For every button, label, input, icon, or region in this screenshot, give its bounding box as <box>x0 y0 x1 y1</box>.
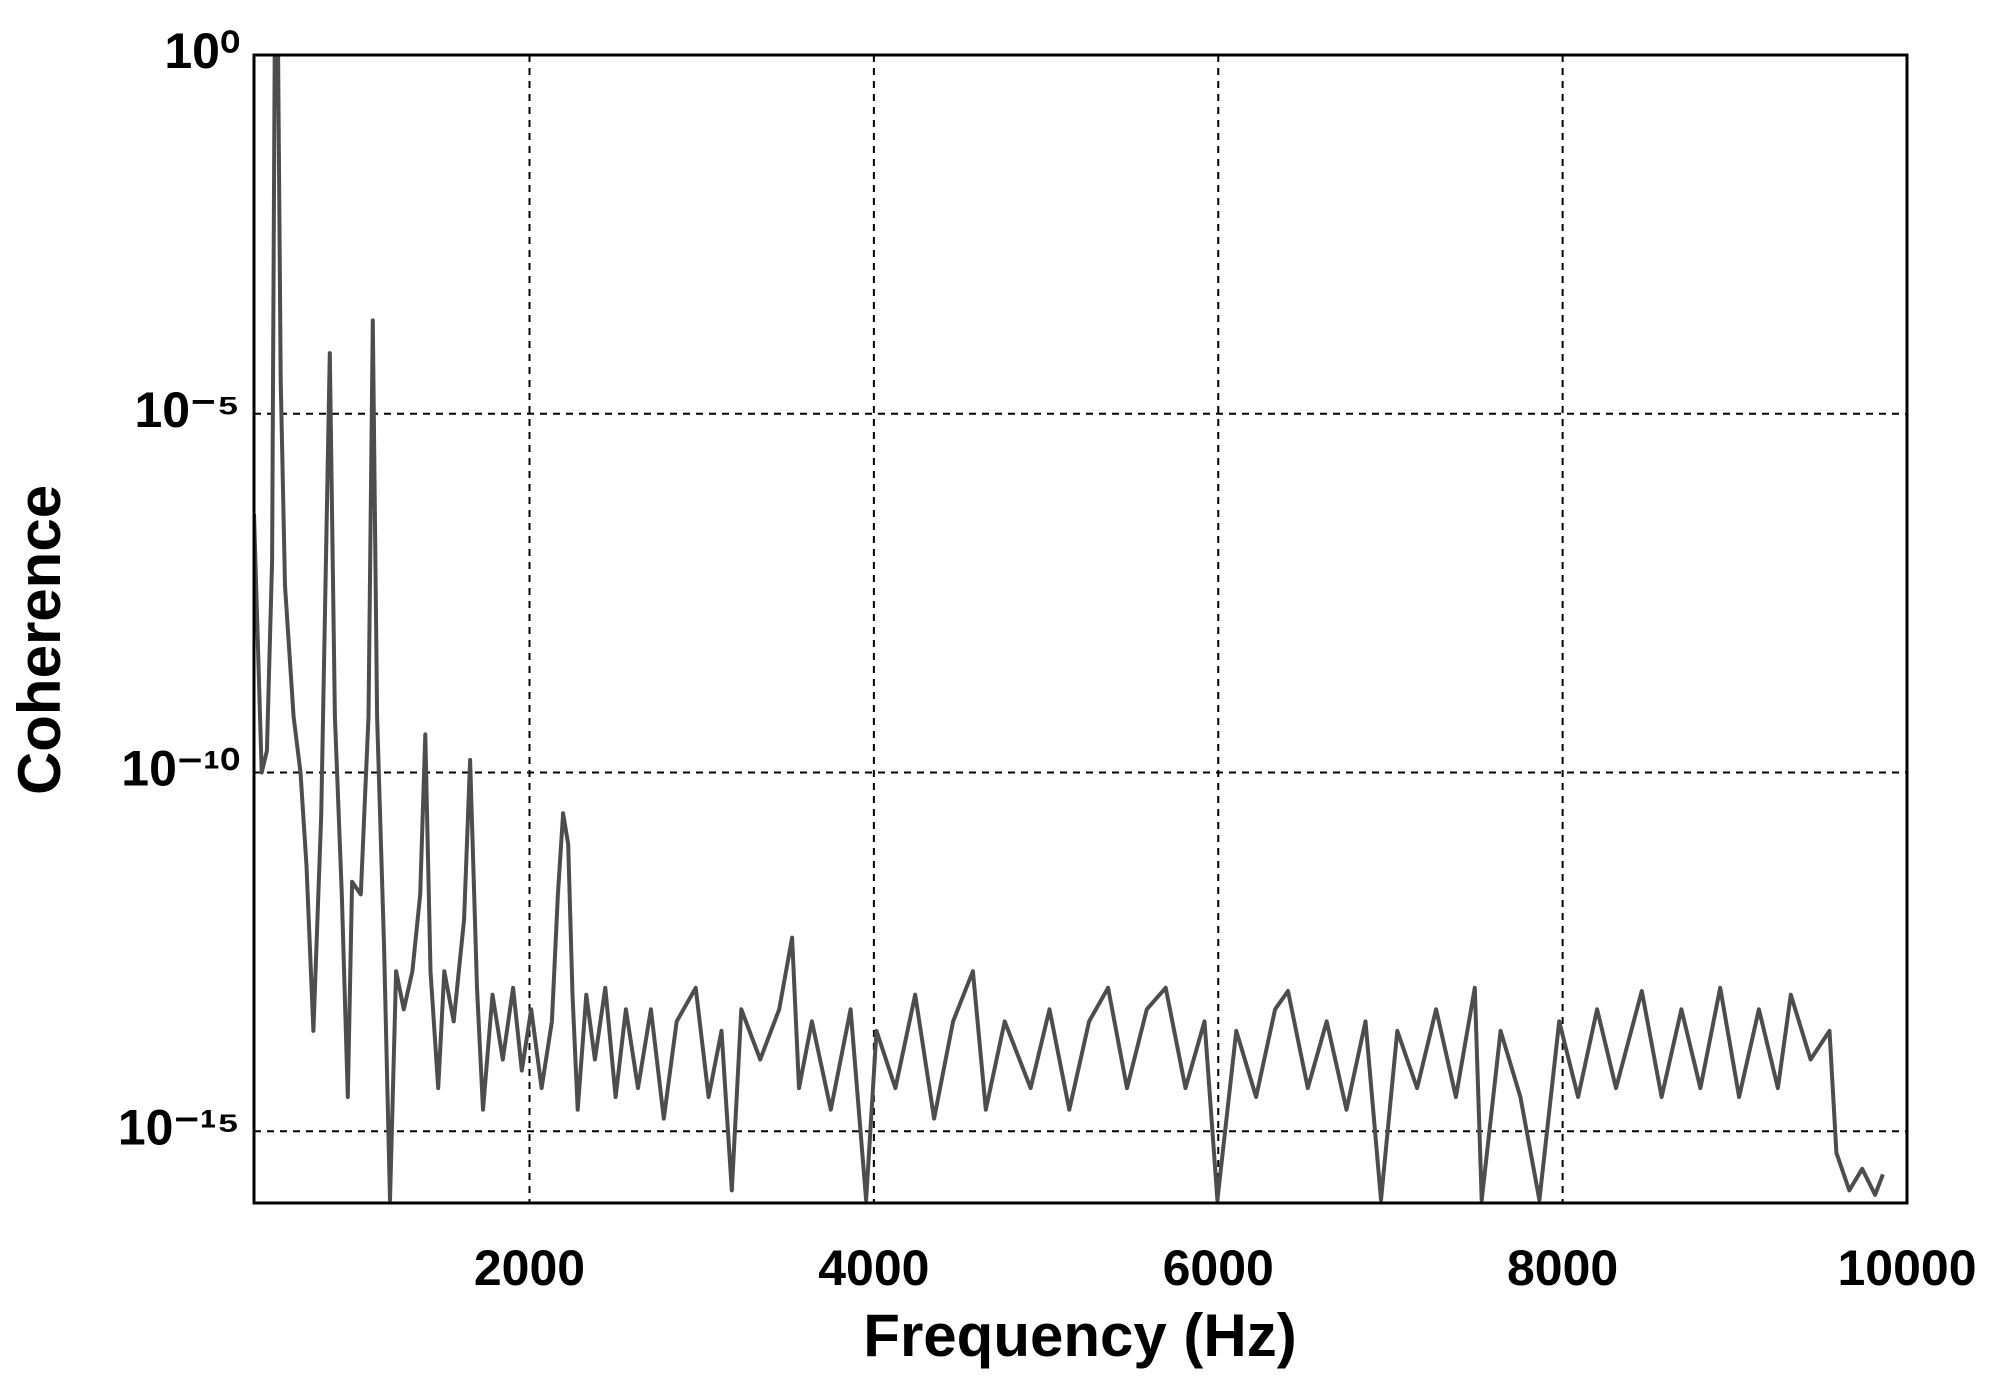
y-tick-label: 10⁰ <box>164 23 240 79</box>
x-axis-title: Frequency (Hz) <box>863 1302 1296 1369</box>
data-line <box>254 55 1885 1202</box>
y-tick-label: 10⁻¹⁰ <box>121 741 240 797</box>
y-axis-title: Coherence <box>6 485 73 795</box>
y-tick-label: 10⁻⁵ <box>135 382 241 438</box>
x-tick-label: 8000 <box>1507 1240 1618 1296</box>
x-tick-label: 10000 <box>1837 1240 1976 1296</box>
plot-area <box>254 55 1885 1202</box>
y-tick-label: 10⁻¹⁵ <box>118 1099 240 1155</box>
plot-frame <box>252 53 1909 1205</box>
x-tick-label: 4000 <box>818 1240 929 1296</box>
x-tick-label: 2000 <box>474 1240 585 1296</box>
x-tick-label: 6000 <box>1163 1240 1274 1296</box>
